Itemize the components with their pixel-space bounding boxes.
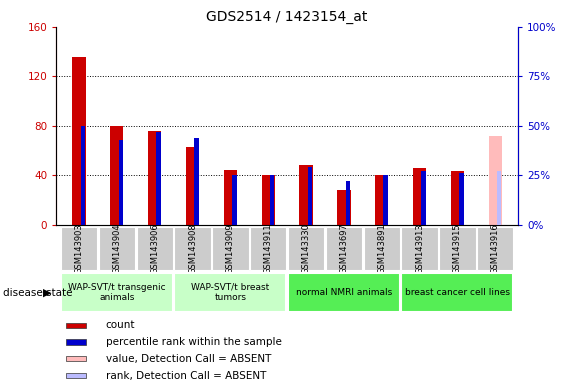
Text: GSM143911: GSM143911 [263, 223, 272, 274]
Text: GSM143330: GSM143330 [302, 223, 311, 274]
Bar [148, 131, 162, 225]
Bar [99, 227, 135, 270]
Text: GSM143903: GSM143903 [74, 223, 83, 274]
Bar [288, 227, 324, 270]
Bar [186, 147, 199, 225]
Bar [364, 227, 400, 270]
Bar [477, 227, 513, 270]
Text: disease state: disease state [3, 288, 72, 298]
Title: GDS2514 / 1423154_at: GDS2514 / 1423154_at [207, 10, 368, 25]
Bar [212, 227, 248, 270]
Bar [337, 190, 351, 225]
Bar [262, 175, 275, 225]
Bar [119, 140, 123, 225]
Text: GSM143916: GSM143916 [491, 223, 500, 274]
Bar [288, 273, 400, 312]
Bar [451, 172, 464, 225]
Bar [175, 227, 211, 270]
Text: GSM143913: GSM143913 [415, 223, 424, 274]
Bar [224, 170, 237, 225]
Text: GSM143909: GSM143909 [226, 223, 235, 274]
Bar [308, 167, 312, 225]
Text: GSM143906: GSM143906 [150, 223, 159, 274]
Bar [66, 356, 86, 361]
Bar [401, 273, 513, 312]
Bar [175, 273, 287, 312]
Text: rank, Detection Call = ABSENT: rank, Detection Call = ABSENT [106, 371, 266, 381]
Bar [375, 175, 388, 225]
Text: normal NMRI animals: normal NMRI animals [296, 288, 392, 297]
Bar [232, 175, 236, 225]
Bar [497, 171, 502, 225]
Text: count: count [106, 320, 135, 330]
Bar [413, 168, 426, 225]
Bar [66, 373, 86, 378]
Bar [194, 137, 199, 225]
Text: ▶: ▶ [43, 288, 52, 298]
Bar [401, 227, 438, 270]
Text: GSM143908: GSM143908 [188, 223, 197, 274]
Bar [157, 132, 161, 225]
Bar [459, 173, 464, 225]
Bar [383, 175, 388, 225]
Bar [421, 171, 426, 225]
Bar [270, 175, 274, 225]
Bar [136, 227, 173, 270]
Bar [66, 339, 86, 345]
Bar [73, 56, 86, 225]
Bar [489, 136, 502, 225]
Bar [61, 227, 97, 270]
Text: GSM143915: GSM143915 [453, 223, 462, 274]
Bar [346, 181, 350, 225]
Bar [61, 273, 173, 312]
Text: WAP-SVT/t transgenic
animals: WAP-SVT/t transgenic animals [68, 283, 166, 302]
Bar [66, 323, 86, 328]
Bar [250, 227, 287, 270]
Text: GSM143891: GSM143891 [377, 223, 386, 274]
Bar [439, 227, 476, 270]
Text: value, Detection Call = ABSENT: value, Detection Call = ABSENT [106, 354, 271, 364]
Text: GSM143697: GSM143697 [339, 223, 348, 274]
Bar [300, 166, 312, 225]
Bar [81, 126, 85, 225]
Text: percentile rank within the sample: percentile rank within the sample [106, 337, 282, 347]
Text: WAP-SVT/t breast
tumors: WAP-SVT/t breast tumors [191, 283, 270, 302]
Text: GSM143904: GSM143904 [113, 223, 122, 274]
Text: breast cancer cell lines: breast cancer cell lines [405, 288, 510, 297]
Bar [326, 227, 362, 270]
Bar [110, 126, 123, 225]
